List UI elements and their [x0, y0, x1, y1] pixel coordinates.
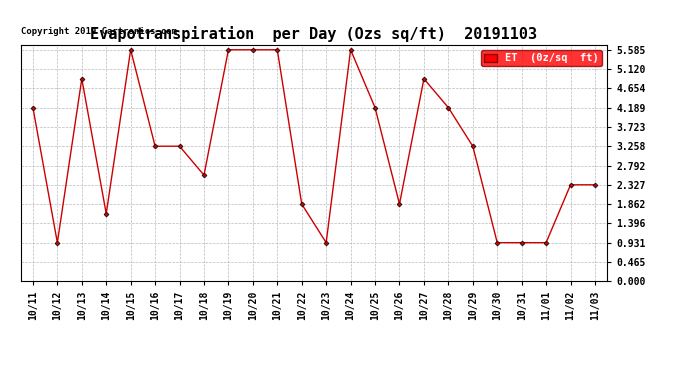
Text: Copyright 2019 Cartronics.com: Copyright 2019 Cartronics.com [21, 27, 177, 36]
Title: Evapotranspiration  per Day (Ozs sq/ft)  20191103: Evapotranspiration per Day (Ozs sq/ft) 2… [90, 27, 538, 42]
Legend: ET  (0z/sq  ft): ET (0z/sq ft) [481, 50, 602, 66]
